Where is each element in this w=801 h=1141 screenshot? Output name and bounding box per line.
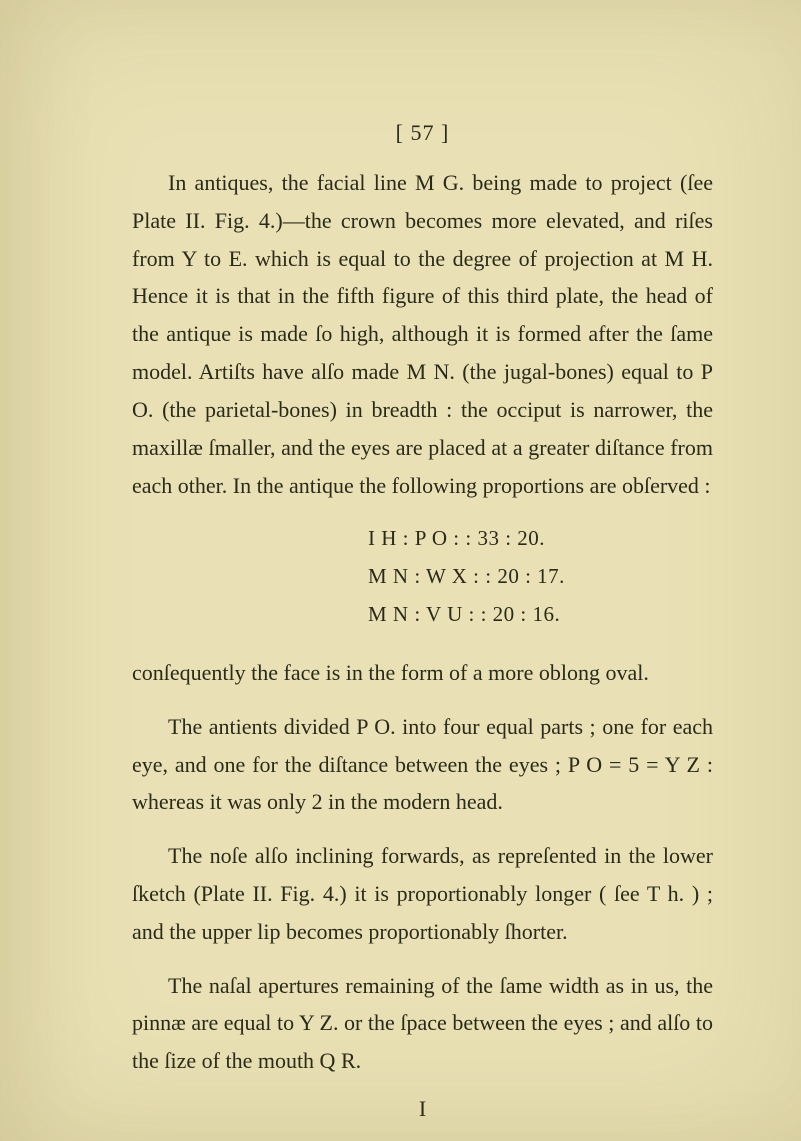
page-number-header: [ 57 ] xyxy=(132,120,713,146)
paragraph-3: The antients divided P O. into four equa… xyxy=(132,708,713,821)
ratio-line-2: M N : W X : : 20 : 17. xyxy=(368,558,713,596)
paragraph-4: The noſe alſo inclining forwards, as rep… xyxy=(132,837,713,950)
ratio-block: I H : P O : : 33 : 20. M N : W X : : 20 … xyxy=(368,520,713,633)
page: [ 57 ] In antiques, the facial line M G.… xyxy=(0,0,801,1141)
paragraph-1: In antiques, the facial line M G. being … xyxy=(132,164,713,504)
ratio-line-3: M N : V U : : 20 : 16. xyxy=(368,596,713,634)
paragraph-2: conſequently the face is in the form of … xyxy=(132,654,713,692)
ratio-line-1: I H : P O : : 33 : 20. xyxy=(368,520,713,558)
signature-mark: I xyxy=(132,1096,713,1122)
paragraph-5: The naſal apertures remaining of the ſam… xyxy=(132,967,713,1080)
